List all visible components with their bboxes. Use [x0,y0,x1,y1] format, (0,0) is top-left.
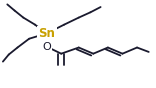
Text: Sn: Sn [38,27,55,40]
Text: O: O [42,42,51,52]
